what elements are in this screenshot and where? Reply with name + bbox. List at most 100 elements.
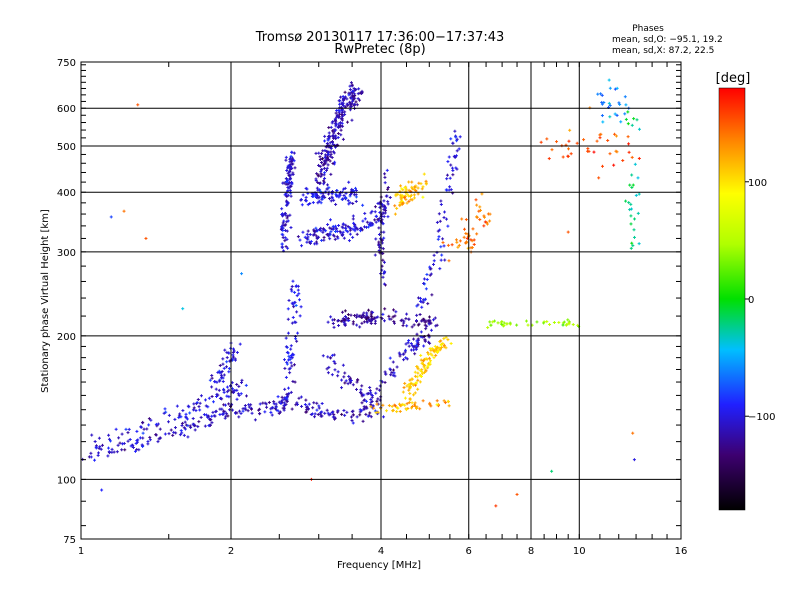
data-point xyxy=(453,156,457,160)
data-point xyxy=(629,202,633,206)
data-point xyxy=(284,223,288,227)
data-point xyxy=(405,402,409,406)
data-point xyxy=(290,181,294,185)
data-point xyxy=(341,226,345,230)
data-point xyxy=(319,170,323,174)
data-point xyxy=(383,307,387,311)
data-point xyxy=(374,220,378,224)
data-point xyxy=(325,166,329,170)
data-point xyxy=(346,199,350,203)
data-point xyxy=(321,163,325,167)
data-point xyxy=(367,225,371,229)
data-point xyxy=(443,258,447,262)
data-point xyxy=(284,402,288,406)
data-point xyxy=(405,384,409,388)
colorbar-tick-label: 100 xyxy=(748,178,767,189)
data-point xyxy=(437,235,441,239)
data-point xyxy=(305,406,309,410)
data-point xyxy=(442,244,446,248)
data-point xyxy=(219,373,223,377)
data-point xyxy=(218,379,222,383)
data-point xyxy=(562,320,566,324)
data-point xyxy=(336,132,340,136)
data-point xyxy=(280,207,284,211)
data-point xyxy=(365,311,369,315)
data-point xyxy=(418,312,422,316)
data-point xyxy=(432,253,436,257)
data-point xyxy=(349,379,353,383)
data-point xyxy=(405,192,409,196)
data-point xyxy=(289,361,293,365)
data-point xyxy=(627,201,631,205)
data-point xyxy=(198,401,202,405)
data-point xyxy=(403,403,407,407)
data-point xyxy=(358,98,362,102)
data-point xyxy=(167,413,171,417)
data-point xyxy=(285,200,289,204)
data-point xyxy=(244,408,248,412)
data-point xyxy=(474,198,478,202)
data-point xyxy=(335,114,339,118)
data-point xyxy=(236,392,240,396)
data-point xyxy=(416,371,420,375)
data-point xyxy=(223,416,227,420)
data-points xyxy=(81,78,641,508)
y-tick-label: 500 xyxy=(57,142,76,153)
data-point xyxy=(420,187,424,191)
data-point xyxy=(355,226,359,230)
data-point xyxy=(351,214,355,218)
data-point xyxy=(624,199,628,203)
data-point xyxy=(223,348,227,352)
data-point xyxy=(418,374,422,378)
data-point xyxy=(404,187,408,191)
data-point xyxy=(340,378,344,382)
data-point xyxy=(393,212,397,216)
data-point xyxy=(408,397,412,401)
data-point xyxy=(566,230,570,234)
data-point xyxy=(427,356,431,360)
data-point xyxy=(341,363,345,367)
data-point xyxy=(384,372,388,376)
data-point xyxy=(320,167,324,171)
data-point xyxy=(287,354,291,358)
data-point xyxy=(129,444,133,448)
data-point xyxy=(364,399,368,403)
data-point xyxy=(423,338,427,342)
data-point xyxy=(630,173,634,177)
data-point xyxy=(407,344,411,348)
data-point xyxy=(355,415,359,419)
data-point xyxy=(614,134,618,138)
data-point xyxy=(325,158,329,162)
data-point xyxy=(331,140,335,144)
data-point xyxy=(124,427,128,431)
data-point xyxy=(316,173,320,177)
data-point xyxy=(368,221,372,225)
data-point xyxy=(447,404,451,408)
data-point xyxy=(491,320,495,324)
data-point xyxy=(334,124,338,128)
data-point xyxy=(382,236,386,240)
data-point xyxy=(445,217,449,221)
data-point xyxy=(613,87,617,91)
data-point xyxy=(335,189,339,193)
data-point xyxy=(447,259,451,263)
data-point xyxy=(141,431,145,435)
data-point xyxy=(462,227,466,231)
data-point xyxy=(191,408,195,412)
data-point xyxy=(433,316,437,320)
data-point xyxy=(449,137,453,141)
data-point xyxy=(410,180,414,184)
data-point xyxy=(373,409,377,413)
data-point xyxy=(319,229,323,233)
data-point xyxy=(359,388,363,392)
data-point xyxy=(412,337,416,341)
data-point xyxy=(318,158,322,162)
data-point xyxy=(416,186,420,190)
data-point xyxy=(382,415,386,419)
data-point xyxy=(291,379,295,383)
data-point xyxy=(629,222,633,226)
data-point xyxy=(488,219,492,223)
data-point xyxy=(416,192,420,196)
data-point xyxy=(107,433,111,437)
data-point xyxy=(566,154,570,158)
